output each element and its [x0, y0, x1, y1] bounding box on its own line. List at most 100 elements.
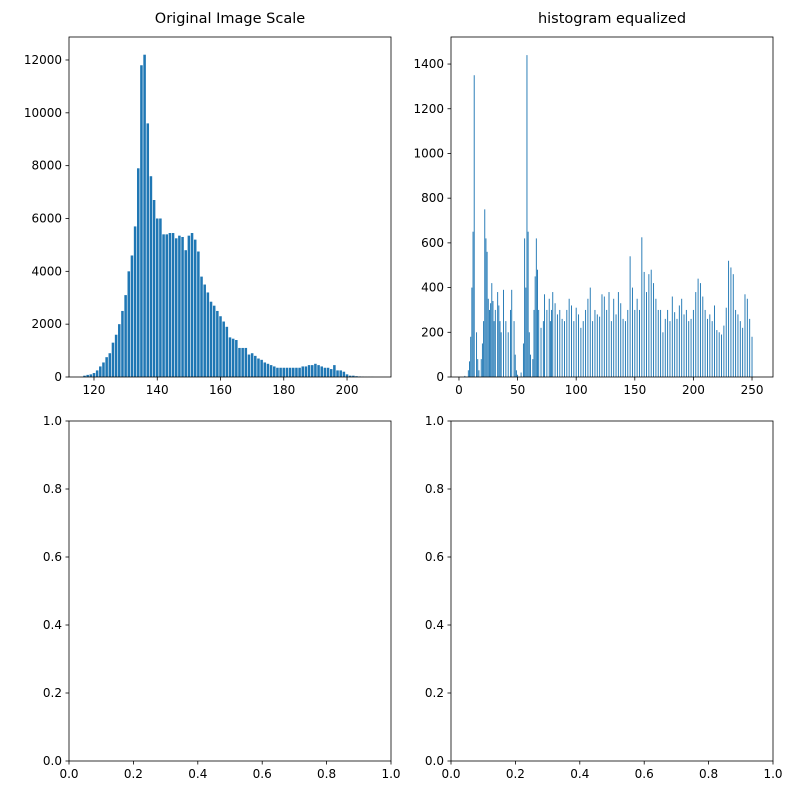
x-tick-label: 0.0 — [441, 767, 460, 781]
bar — [339, 370, 342, 377]
x-tick-label: 0.8 — [699, 767, 718, 781]
bar — [483, 321, 485, 377]
bar — [601, 294, 603, 377]
bar — [636, 298, 638, 377]
bar — [500, 332, 502, 377]
bar — [203, 284, 206, 377]
bar — [467, 370, 469, 377]
y-tick-label: 0 — [54, 370, 62, 384]
bar — [197, 251, 200, 377]
bar — [566, 309, 568, 377]
bar — [702, 296, 704, 377]
bar — [520, 372, 522, 377]
bar — [254, 355, 257, 377]
bar — [323, 367, 327, 377]
x-tick-label: 1.0 — [763, 767, 782, 781]
bar — [723, 325, 725, 377]
bar — [622, 318, 624, 377]
y-tick-label: 0.2 — [43, 686, 62, 700]
bar — [111, 342, 115, 377]
bar — [631, 287, 633, 377]
bar — [244, 347, 248, 377]
bar — [485, 238, 487, 377]
bar — [671, 296, 673, 377]
bar — [95, 370, 99, 377]
x-tick-label: 0.6 — [635, 767, 654, 781]
bar — [345, 374, 349, 377]
x-tick-label: 0.2 — [506, 767, 525, 781]
bar — [507, 332, 509, 377]
bar — [648, 274, 650, 377]
x-tick-label: 200 — [336, 383, 359, 397]
y-tick-label: 12000 — [24, 53, 62, 67]
bar — [549, 321, 551, 377]
x-tick-label: 0 — [455, 383, 463, 397]
bar — [596, 314, 598, 377]
x-tick-label: 250 — [741, 383, 764, 397]
bar — [165, 234, 169, 377]
bar — [535, 238, 537, 377]
x-tick-label: 0.4 — [188, 767, 207, 781]
bar — [538, 309, 540, 377]
bar — [498, 305, 500, 377]
bar — [606, 309, 608, 377]
bar — [537, 269, 538, 377]
bar — [307, 365, 311, 377]
y-tick-label: 800 — [421, 191, 444, 205]
y-tick-label: 10000 — [24, 106, 62, 120]
chart-title: histogram equalized — [538, 11, 686, 27]
bar — [517, 374, 519, 377]
bar — [235, 340, 238, 377]
bar — [552, 292, 554, 377]
bar — [662, 332, 664, 377]
bar — [587, 298, 589, 377]
bar — [730, 267, 732, 377]
bar — [692, 309, 694, 377]
y-tick-label: 0.0 — [425, 754, 444, 768]
bar — [707, 318, 708, 377]
bar — [124, 295, 127, 377]
bar — [146, 123, 150, 377]
axes-frame — [68, 36, 392, 378]
y-tick-label: 1200 — [413, 102, 444, 116]
bar — [511, 289, 513, 377]
y-tick-label: 1.0 — [43, 414, 62, 428]
bar — [510, 309, 512, 377]
bar — [269, 365, 273, 377]
bar — [492, 300, 494, 377]
bar — [231, 338, 235, 377]
y-tick-label: 1400 — [413, 57, 444, 71]
bar — [228, 337, 232, 377]
bar — [650, 269, 652, 377]
bar — [559, 309, 561, 377]
bar — [544, 294, 546, 377]
bar — [187, 235, 191, 377]
bar — [634, 309, 636, 377]
bar — [250, 353, 254, 377]
bar — [291, 367, 295, 377]
bar — [222, 321, 225, 377]
bar — [530, 354, 531, 377]
y-tick-label: 0.8 — [43, 482, 62, 496]
bar — [212, 305, 216, 377]
bar — [515, 370, 517, 377]
bar — [678, 305, 680, 377]
bar — [476, 332, 478, 377]
bar — [149, 176, 153, 377]
bar — [674, 312, 676, 377]
bar — [739, 321, 741, 377]
bar — [534, 276, 536, 377]
bar — [643, 271, 645, 377]
bar — [580, 327, 582, 377]
y-tick-label: 2000 — [31, 317, 62, 331]
bar — [526, 55, 528, 378]
y-tick-label: 1000 — [413, 146, 444, 160]
bar — [206, 292, 210, 377]
bar — [578, 314, 580, 377]
bar — [732, 274, 734, 377]
bar — [742, 327, 744, 377]
bar — [667, 309, 669, 377]
bar — [505, 321, 507, 377]
bar — [86, 374, 89, 377]
